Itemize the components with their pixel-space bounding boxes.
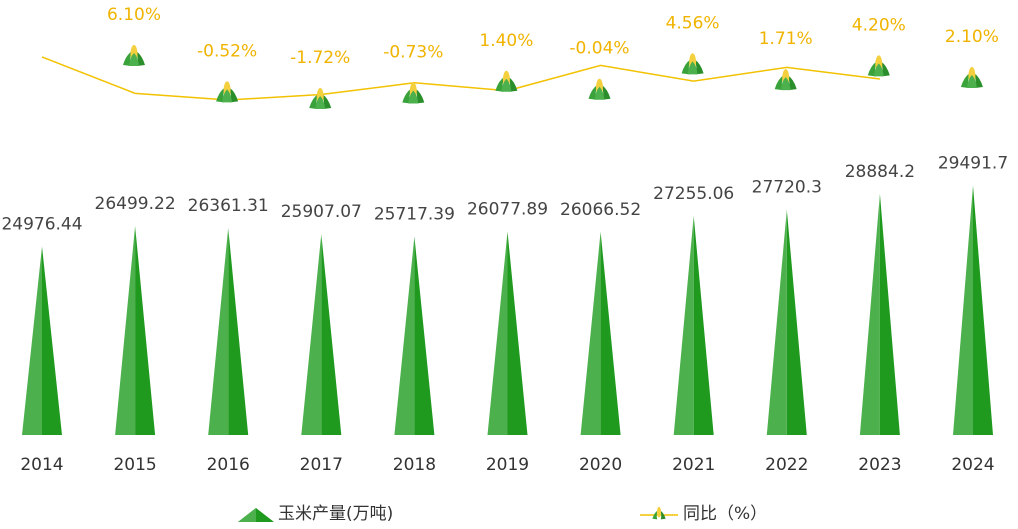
bar-right	[228, 227, 249, 435]
corn-marker	[123, 44, 145, 66]
bar-right	[135, 225, 156, 435]
bar	[394, 236, 435, 435]
x-tick-label: 2016	[207, 455, 250, 475]
bar	[673, 215, 714, 435]
bar	[208, 227, 249, 435]
x-tick-label: 2015	[113, 455, 156, 475]
x-tick-label: 2021	[672, 455, 715, 475]
legend-label: 玉米产量(万吨)	[278, 504, 393, 524]
value-label: 26499.22	[95, 194, 176, 214]
point-label: -1.72%	[290, 48, 350, 68]
x-tick-label: 2022	[765, 455, 808, 475]
x-tick-label: 2020	[579, 455, 622, 475]
x-tick-label: 2024	[951, 455, 994, 475]
point-label: 6.10%	[107, 5, 161, 25]
corn-marker	[681, 53, 704, 75]
x-tick-label: 2017	[300, 455, 343, 475]
bar	[859, 193, 900, 435]
corn-husk	[966, 74, 977, 88]
point-label: -0.73%	[383, 43, 443, 63]
bar-left	[22, 246, 42, 435]
bar-right	[600, 231, 621, 435]
corn-marker	[495, 70, 518, 92]
value-label: 26361.31	[188, 196, 269, 216]
corn-husk	[780, 77, 791, 91]
corn-husk	[501, 78, 512, 92]
value-label: 25717.39	[374, 205, 455, 225]
bar-left	[115, 225, 136, 435]
bar	[301, 233, 342, 435]
bar-right	[786, 209, 807, 435]
corn-marker	[402, 82, 425, 104]
corn-marker	[774, 69, 797, 91]
corn-husk	[315, 95, 326, 109]
corn-husk	[594, 86, 605, 100]
corn-husk	[129, 52, 139, 66]
legend: 玉米产量(万吨) 同比（%）	[238, 504, 767, 524]
corn-ear	[656, 506, 662, 518]
bar-left	[859, 193, 880, 435]
corn-leaf	[652, 510, 658, 520]
legend-label: 同比（%）	[683, 504, 767, 524]
corn-marker	[588, 78, 611, 100]
point-label: 2.10%	[945, 27, 999, 47]
corn-husk	[222, 89, 233, 103]
corn-marker	[309, 87, 332, 109]
line	[41, 56, 880, 101]
bar-left	[487, 231, 508, 435]
bar-right	[42, 246, 62, 435]
value-label: 29491.7	[938, 154, 1008, 174]
point-label: 4.56%	[666, 13, 720, 33]
corn-husk	[687, 61, 698, 75]
x-tick-label: 2023	[858, 455, 901, 475]
corn-husk	[408, 90, 419, 104]
value-label: 26077.89	[467, 200, 548, 220]
corn-leaf	[660, 510, 666, 520]
point-label: -0.04%	[569, 39, 629, 59]
bar	[22, 246, 62, 435]
legend-corn-icon	[652, 506, 666, 520]
value-label: 27255.06	[653, 184, 734, 204]
value-label: 24976.44	[1, 214, 82, 234]
bar	[766, 209, 807, 435]
bar	[115, 225, 156, 435]
bar-left	[580, 231, 601, 435]
corn-marker	[960, 66, 983, 88]
bar	[953, 185, 993, 435]
bar	[580, 231, 621, 435]
x-tick-label: 2019	[486, 455, 529, 475]
bar	[487, 231, 528, 435]
bar-right	[414, 236, 435, 435]
bar-right	[507, 231, 528, 435]
value-label: 28884.2	[845, 162, 915, 182]
bar-left	[394, 236, 415, 435]
bar-left	[953, 185, 973, 435]
legend-bar-icon-light	[238, 508, 256, 522]
point-label: 1.71%	[759, 29, 813, 49]
bar-left	[208, 227, 229, 435]
bar-left	[301, 233, 322, 435]
value-label: 27720.3	[752, 177, 822, 197]
bar-left	[766, 209, 787, 435]
corn-marker	[216, 81, 239, 103]
corn-husk	[873, 63, 884, 77]
bar-right	[321, 233, 342, 435]
value-label: 25907.07	[281, 202, 362, 222]
bar-right	[693, 215, 714, 435]
point-label: 4.20%	[852, 15, 906, 35]
bar-right	[879, 193, 900, 435]
x-tick-label: 2014	[20, 455, 63, 475]
x-tick-label: 2018	[393, 455, 436, 475]
bar-left	[673, 215, 694, 435]
bar-right	[973, 185, 993, 435]
point-label: 1.40%	[479, 31, 533, 51]
point-label: -0.52%	[197, 41, 257, 61]
value-label: 26066.52	[560, 200, 641, 220]
corn-marker	[867, 55, 890, 77]
